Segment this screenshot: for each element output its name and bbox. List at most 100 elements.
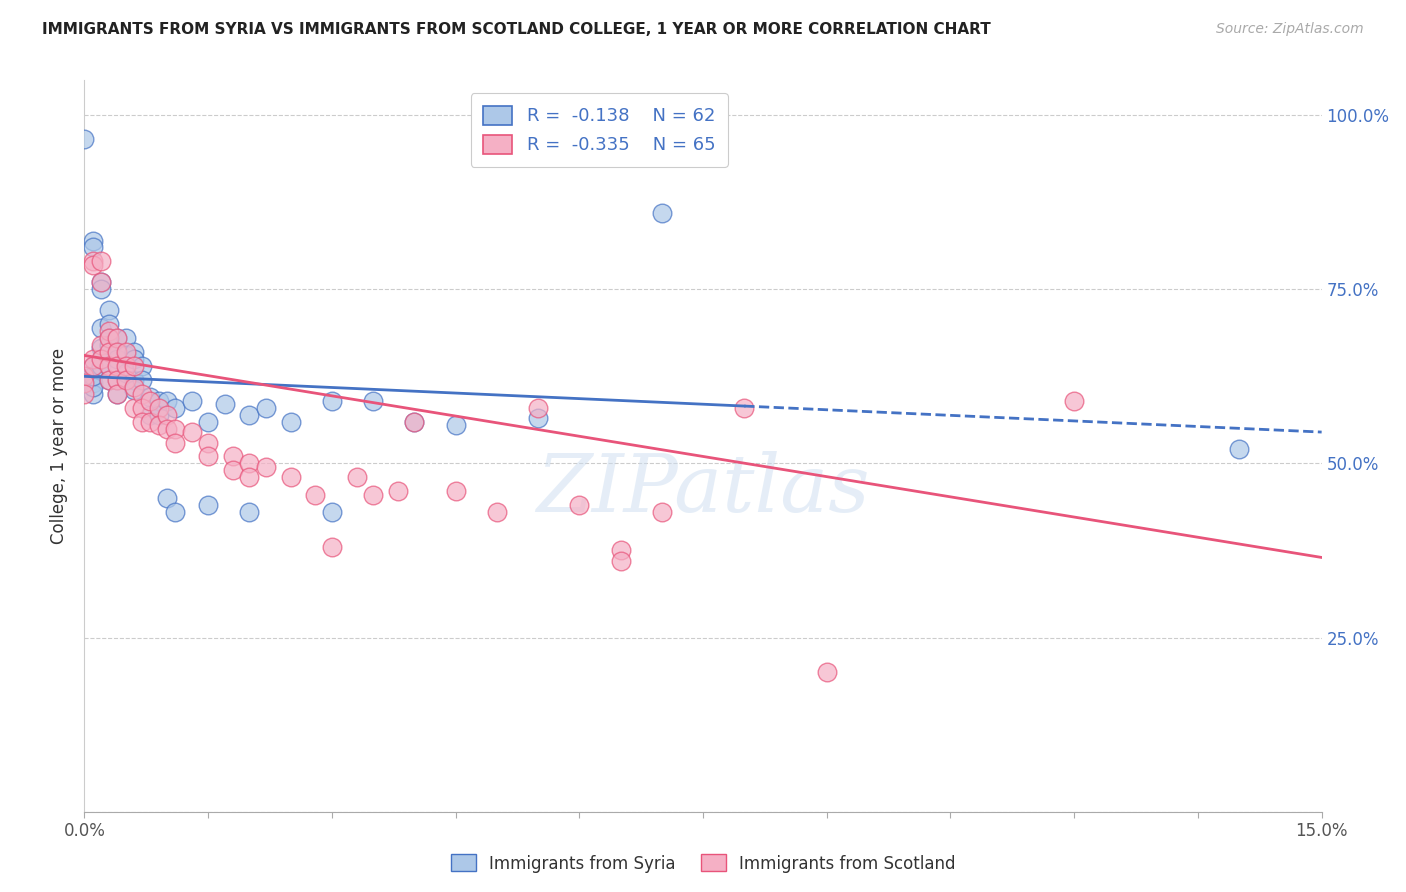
Point bbox=[148, 393, 170, 408]
Point bbox=[180, 425, 202, 439]
Point bbox=[222, 463, 245, 477]
Point bbox=[105, 331, 128, 345]
Point bbox=[73, 132, 96, 146]
Legend: Immigrants from Syria, Immigrants from Scotland: Immigrants from Syria, Immigrants from S… bbox=[444, 847, 962, 880]
Text: IMMIGRANTS FROM SYRIA VS IMMIGRANTS FROM SCOTLAND COLLEGE, 1 YEAR OR MORE CORREL: IMMIGRANTS FROM SYRIA VS IMMIGRANTS FROM… bbox=[42, 22, 991, 37]
Point bbox=[98, 345, 121, 359]
Point bbox=[114, 331, 136, 345]
Point bbox=[148, 408, 170, 422]
Point bbox=[404, 415, 426, 429]
Point bbox=[98, 338, 121, 352]
Point bbox=[222, 450, 245, 464]
Point bbox=[90, 282, 112, 296]
Point bbox=[82, 254, 104, 268]
Point bbox=[82, 359, 104, 373]
Point bbox=[238, 457, 260, 471]
Point bbox=[105, 331, 128, 345]
Point bbox=[73, 373, 96, 387]
Text: Source: ZipAtlas.com: Source: ZipAtlas.com bbox=[1216, 22, 1364, 37]
Point bbox=[82, 376, 104, 391]
Point bbox=[122, 380, 145, 394]
Point bbox=[114, 366, 136, 380]
Point bbox=[90, 351, 112, 366]
Point bbox=[90, 254, 112, 268]
Point bbox=[609, 543, 631, 558]
Point bbox=[90, 338, 112, 352]
Point bbox=[131, 373, 153, 387]
Point bbox=[346, 470, 368, 484]
Text: ZIPatlas: ZIPatlas bbox=[536, 451, 870, 529]
Point bbox=[114, 345, 136, 359]
Point bbox=[733, 401, 755, 415]
Point bbox=[105, 351, 128, 366]
Point bbox=[165, 505, 187, 519]
Point bbox=[98, 373, 121, 387]
Y-axis label: College, 1 year or more: College, 1 year or more bbox=[51, 348, 69, 544]
Point bbox=[122, 373, 145, 387]
Point bbox=[527, 401, 550, 415]
Point bbox=[98, 303, 121, 318]
Point bbox=[98, 331, 121, 345]
Point bbox=[815, 665, 838, 680]
Point bbox=[238, 408, 260, 422]
Point bbox=[156, 393, 179, 408]
Point bbox=[139, 390, 162, 404]
Point bbox=[197, 415, 219, 429]
Point bbox=[139, 415, 162, 429]
Point bbox=[651, 505, 673, 519]
Point bbox=[105, 373, 128, 387]
Point bbox=[139, 408, 162, 422]
Point bbox=[1063, 393, 1085, 408]
Point bbox=[444, 418, 467, 433]
Point bbox=[114, 359, 136, 373]
Point bbox=[114, 348, 136, 362]
Point bbox=[180, 393, 202, 408]
Point bbox=[90, 351, 112, 366]
Point bbox=[82, 369, 104, 384]
Point bbox=[82, 386, 104, 401]
Point bbox=[90, 275, 112, 289]
Point bbox=[165, 435, 187, 450]
Point bbox=[165, 401, 187, 415]
Legend: R =  -0.138    N = 62, R =  -0.335    N = 65: R = -0.138 N = 62, R = -0.335 N = 65 bbox=[471, 93, 728, 167]
Point bbox=[105, 386, 128, 401]
Point bbox=[238, 505, 260, 519]
Point bbox=[197, 435, 219, 450]
Point bbox=[105, 359, 128, 373]
Point bbox=[122, 384, 145, 398]
Point bbox=[90, 320, 112, 334]
Point bbox=[387, 484, 409, 499]
Point bbox=[156, 408, 179, 422]
Point bbox=[73, 386, 96, 401]
Point bbox=[321, 505, 343, 519]
Point bbox=[156, 491, 179, 506]
Point bbox=[90, 342, 112, 356]
Point bbox=[98, 359, 121, 373]
Point bbox=[238, 470, 260, 484]
Point bbox=[254, 401, 277, 415]
Point bbox=[73, 369, 96, 384]
Point bbox=[90, 275, 112, 289]
Point bbox=[73, 376, 96, 391]
Point bbox=[197, 498, 219, 512]
Point bbox=[148, 401, 170, 415]
Point bbox=[131, 415, 153, 429]
Point bbox=[280, 415, 302, 429]
Point bbox=[485, 505, 508, 519]
Point bbox=[609, 554, 631, 568]
Point bbox=[321, 393, 343, 408]
Point bbox=[131, 359, 153, 373]
Point bbox=[105, 373, 128, 387]
Point bbox=[105, 345, 128, 359]
Point bbox=[82, 359, 104, 373]
Point bbox=[82, 351, 104, 366]
Point bbox=[82, 234, 104, 248]
Point bbox=[90, 359, 112, 373]
Point bbox=[214, 397, 236, 411]
Point bbox=[404, 415, 426, 429]
Point bbox=[321, 540, 343, 554]
Point bbox=[361, 488, 384, 502]
Point bbox=[1227, 442, 1250, 457]
Point bbox=[73, 376, 96, 391]
Point bbox=[82, 380, 104, 394]
